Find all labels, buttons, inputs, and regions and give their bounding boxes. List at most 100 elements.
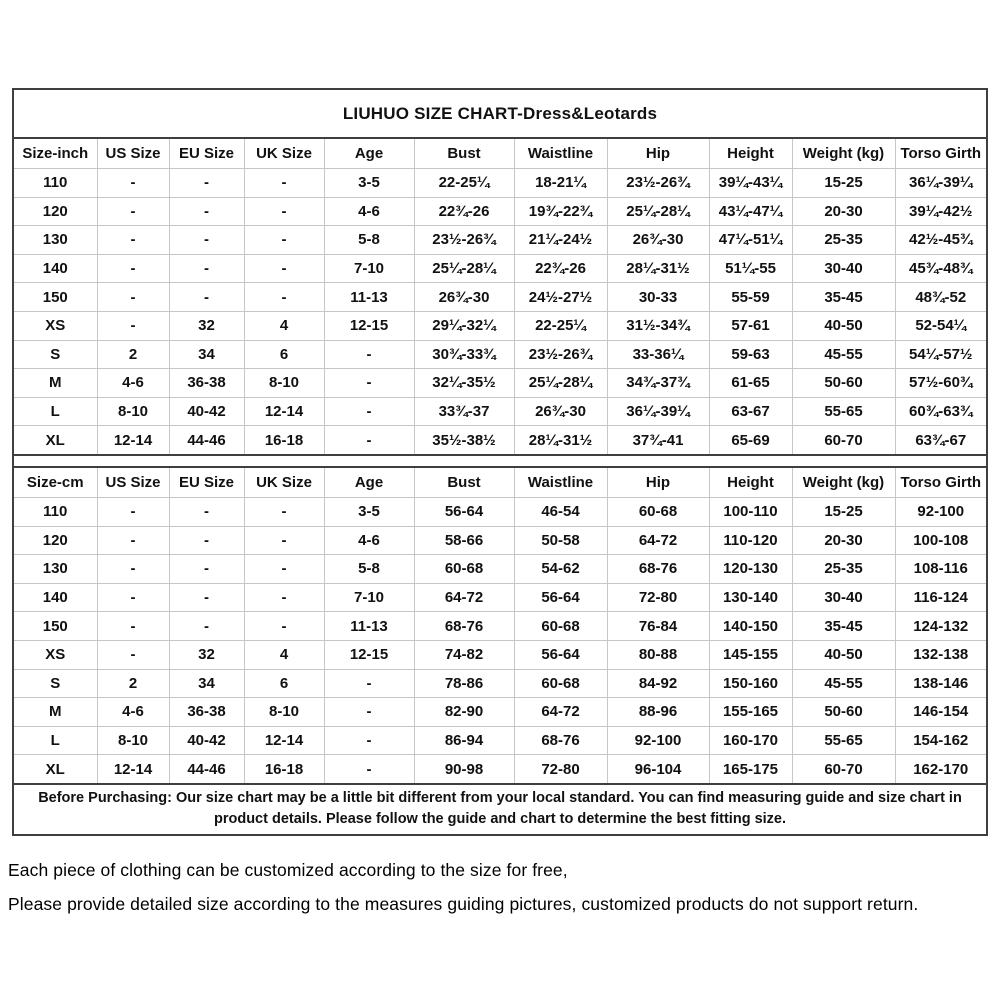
size-table-cm: Size-cm US Size EU Size UK Size Age Bust Waist… — [13, 467, 987, 784]
cell: 160-170 — [708, 725, 793, 756]
cell: 84-92 — [606, 668, 710, 699]
table-row: M 4-6 36-38 8-10-32¼-35½ 25¼-28¼ 34¾-37¾ 61-65… — [13, 368, 987, 398]
cell: S — [13, 668, 98, 699]
cell: 8-10 — [96, 396, 170, 427]
cell: 58-66 — [413, 525, 515, 556]
cell: 130 — [13, 225, 98, 255]
cell: 140 — [13, 253, 98, 284]
cell: - — [96, 639, 170, 670]
cell: - — [96, 282, 170, 312]
cell: 44-46 — [168, 754, 245, 784]
cell: 132-138 — [894, 639, 987, 670]
cell: 33-36¼ — [606, 339, 710, 370]
cell: 59-63 — [708, 339, 793, 370]
cell: M — [13, 697, 98, 727]
cell: - — [243, 168, 325, 198]
cell: 145-155 — [708, 639, 793, 670]
cell: M — [13, 368, 98, 398]
cell: 40-42 — [168, 725, 245, 756]
cell: - — [243, 225, 325, 255]
cell: 12-14 — [243, 725, 325, 756]
cell: 28¼-31½ — [606, 253, 710, 284]
cell: 56-64 — [513, 582, 608, 613]
cell: 34¾-37¾ — [606, 368, 710, 398]
cell: 50-58 — [513, 525, 608, 556]
table-row: 130- - -5-8 60-68 54-62 68-76 120-130 25-35 108-… — [13, 554, 987, 584]
cell: 55-65 — [791, 396, 896, 427]
cell: 25¼-28¼ — [513, 368, 608, 398]
cell: 44-46 — [168, 425, 245, 455]
column-header: Torso Girth — [894, 138, 987, 169]
cell: 124-132 — [894, 611, 987, 641]
cell: 154-162 — [894, 725, 987, 756]
column-header: Weight (kg) — [791, 467, 896, 498]
table-row: M 4-6 36-38 8-10-82-90 64-72 88-96 155-165 50-6… — [13, 697, 987, 727]
purchase-note: Before Purchasing: Our size chart may be… — [14, 782, 986, 834]
cell: 65-69 — [708, 425, 793, 455]
cell: 12-15 — [323, 639, 415, 670]
cell: 43¼-47¼ — [708, 196, 793, 227]
cell: XS — [13, 310, 98, 341]
table-row: XS -32 4 12-15 29¼-32¼ 22-25¼ 31½-34¾ 57-61 40-5… — [13, 310, 987, 341]
cell: 26¾-30 — [513, 396, 608, 427]
cell: 22¾-26 — [413, 196, 515, 227]
table-row: L 8-10 40-42 12-14-86-94 68-76 92-100 160-170 5… — [13, 725, 987, 756]
cell: 110 — [13, 496, 98, 527]
table-row: 140- - -7-10 25¼-28¼ 22¾-26 28¼-31½ 51¼-55 30-4… — [13, 253, 987, 284]
cell: - — [243, 554, 325, 584]
cell: 68-76 — [606, 554, 710, 584]
cell: - — [96, 496, 170, 527]
cell: 60-70 — [791, 425, 896, 455]
table-row: 120- - -4-6 22¾-26 19¾-22¾ 25¼-28¼ 43¼-47¼ 20-3… — [13, 196, 987, 227]
cell: 19¾-22¾ — [513, 196, 608, 227]
cell: 22-25¼ — [413, 168, 515, 198]
cell: 130-140 — [708, 582, 793, 613]
cell: 8-10 — [96, 725, 170, 756]
cell: 11-13 — [323, 282, 415, 312]
cell: 56-64 — [513, 639, 608, 670]
cell: 60-70 — [791, 754, 896, 784]
cell: 29¼-32¼ — [413, 310, 515, 341]
cell: 8-10 — [243, 697, 325, 727]
cell: - — [96, 225, 170, 255]
cell: 78-86 — [413, 668, 515, 699]
cell: 12-14 — [96, 425, 170, 455]
cell: - — [323, 697, 415, 727]
table-row: 110- - -3-5 22-25¼ 18-21¼ 23½-26¾ 39¼-43¼ 15-25… — [13, 168, 987, 198]
cell: - — [96, 310, 170, 341]
table-row: 120- - -4-6 58-66 50-58 64-72 110-120 20-30 100-… — [13, 525, 987, 556]
cell: - — [323, 668, 415, 699]
cell: 68-76 — [413, 611, 515, 641]
cell: 32 — [168, 639, 245, 670]
table-row: S 2 34 6-78-86 60-68 84-92 150-160 45-55 138-146 — [13, 668, 987, 699]
cell: 32 — [168, 310, 245, 341]
column-header: Height — [708, 138, 793, 169]
cell: L — [13, 725, 98, 756]
cell: 35-45 — [791, 611, 896, 641]
cell: 42½-45¾ — [894, 225, 987, 255]
table-row: 140- - -7-10 64-72 56-64 72-80 130-140 30-40 116… — [13, 582, 987, 613]
cell: XS — [13, 639, 98, 670]
cell: 140-150 — [708, 611, 793, 641]
cell: - — [96, 611, 170, 641]
cell: 57-61 — [708, 310, 793, 341]
cell: - — [243, 253, 325, 284]
table-row: L 8-10 40-42 12-14-33¾-37 26¾-30 36¼-39¼ 63-67… — [13, 396, 987, 427]
cell: 47¼-51¼ — [708, 225, 793, 255]
cell: - — [96, 168, 170, 198]
cell: 110 — [13, 168, 98, 198]
cell: 12-14 — [96, 754, 170, 784]
cell: 50-60 — [791, 368, 896, 398]
cell: 56-64 — [413, 496, 515, 527]
cell: 36-38 — [168, 697, 245, 727]
cell: 24½-27½ — [513, 282, 608, 312]
cell: 37¾-41 — [606, 425, 710, 455]
cell: 30-40 — [791, 253, 896, 284]
cell: 46-54 — [513, 496, 608, 527]
column-header: UK Size — [243, 467, 325, 498]
cell: - — [96, 554, 170, 584]
cell: 60¾-63¾ — [894, 396, 987, 427]
cell: 60-68 — [413, 554, 515, 584]
cell: 54-62 — [513, 554, 608, 584]
cell: - — [243, 282, 325, 312]
